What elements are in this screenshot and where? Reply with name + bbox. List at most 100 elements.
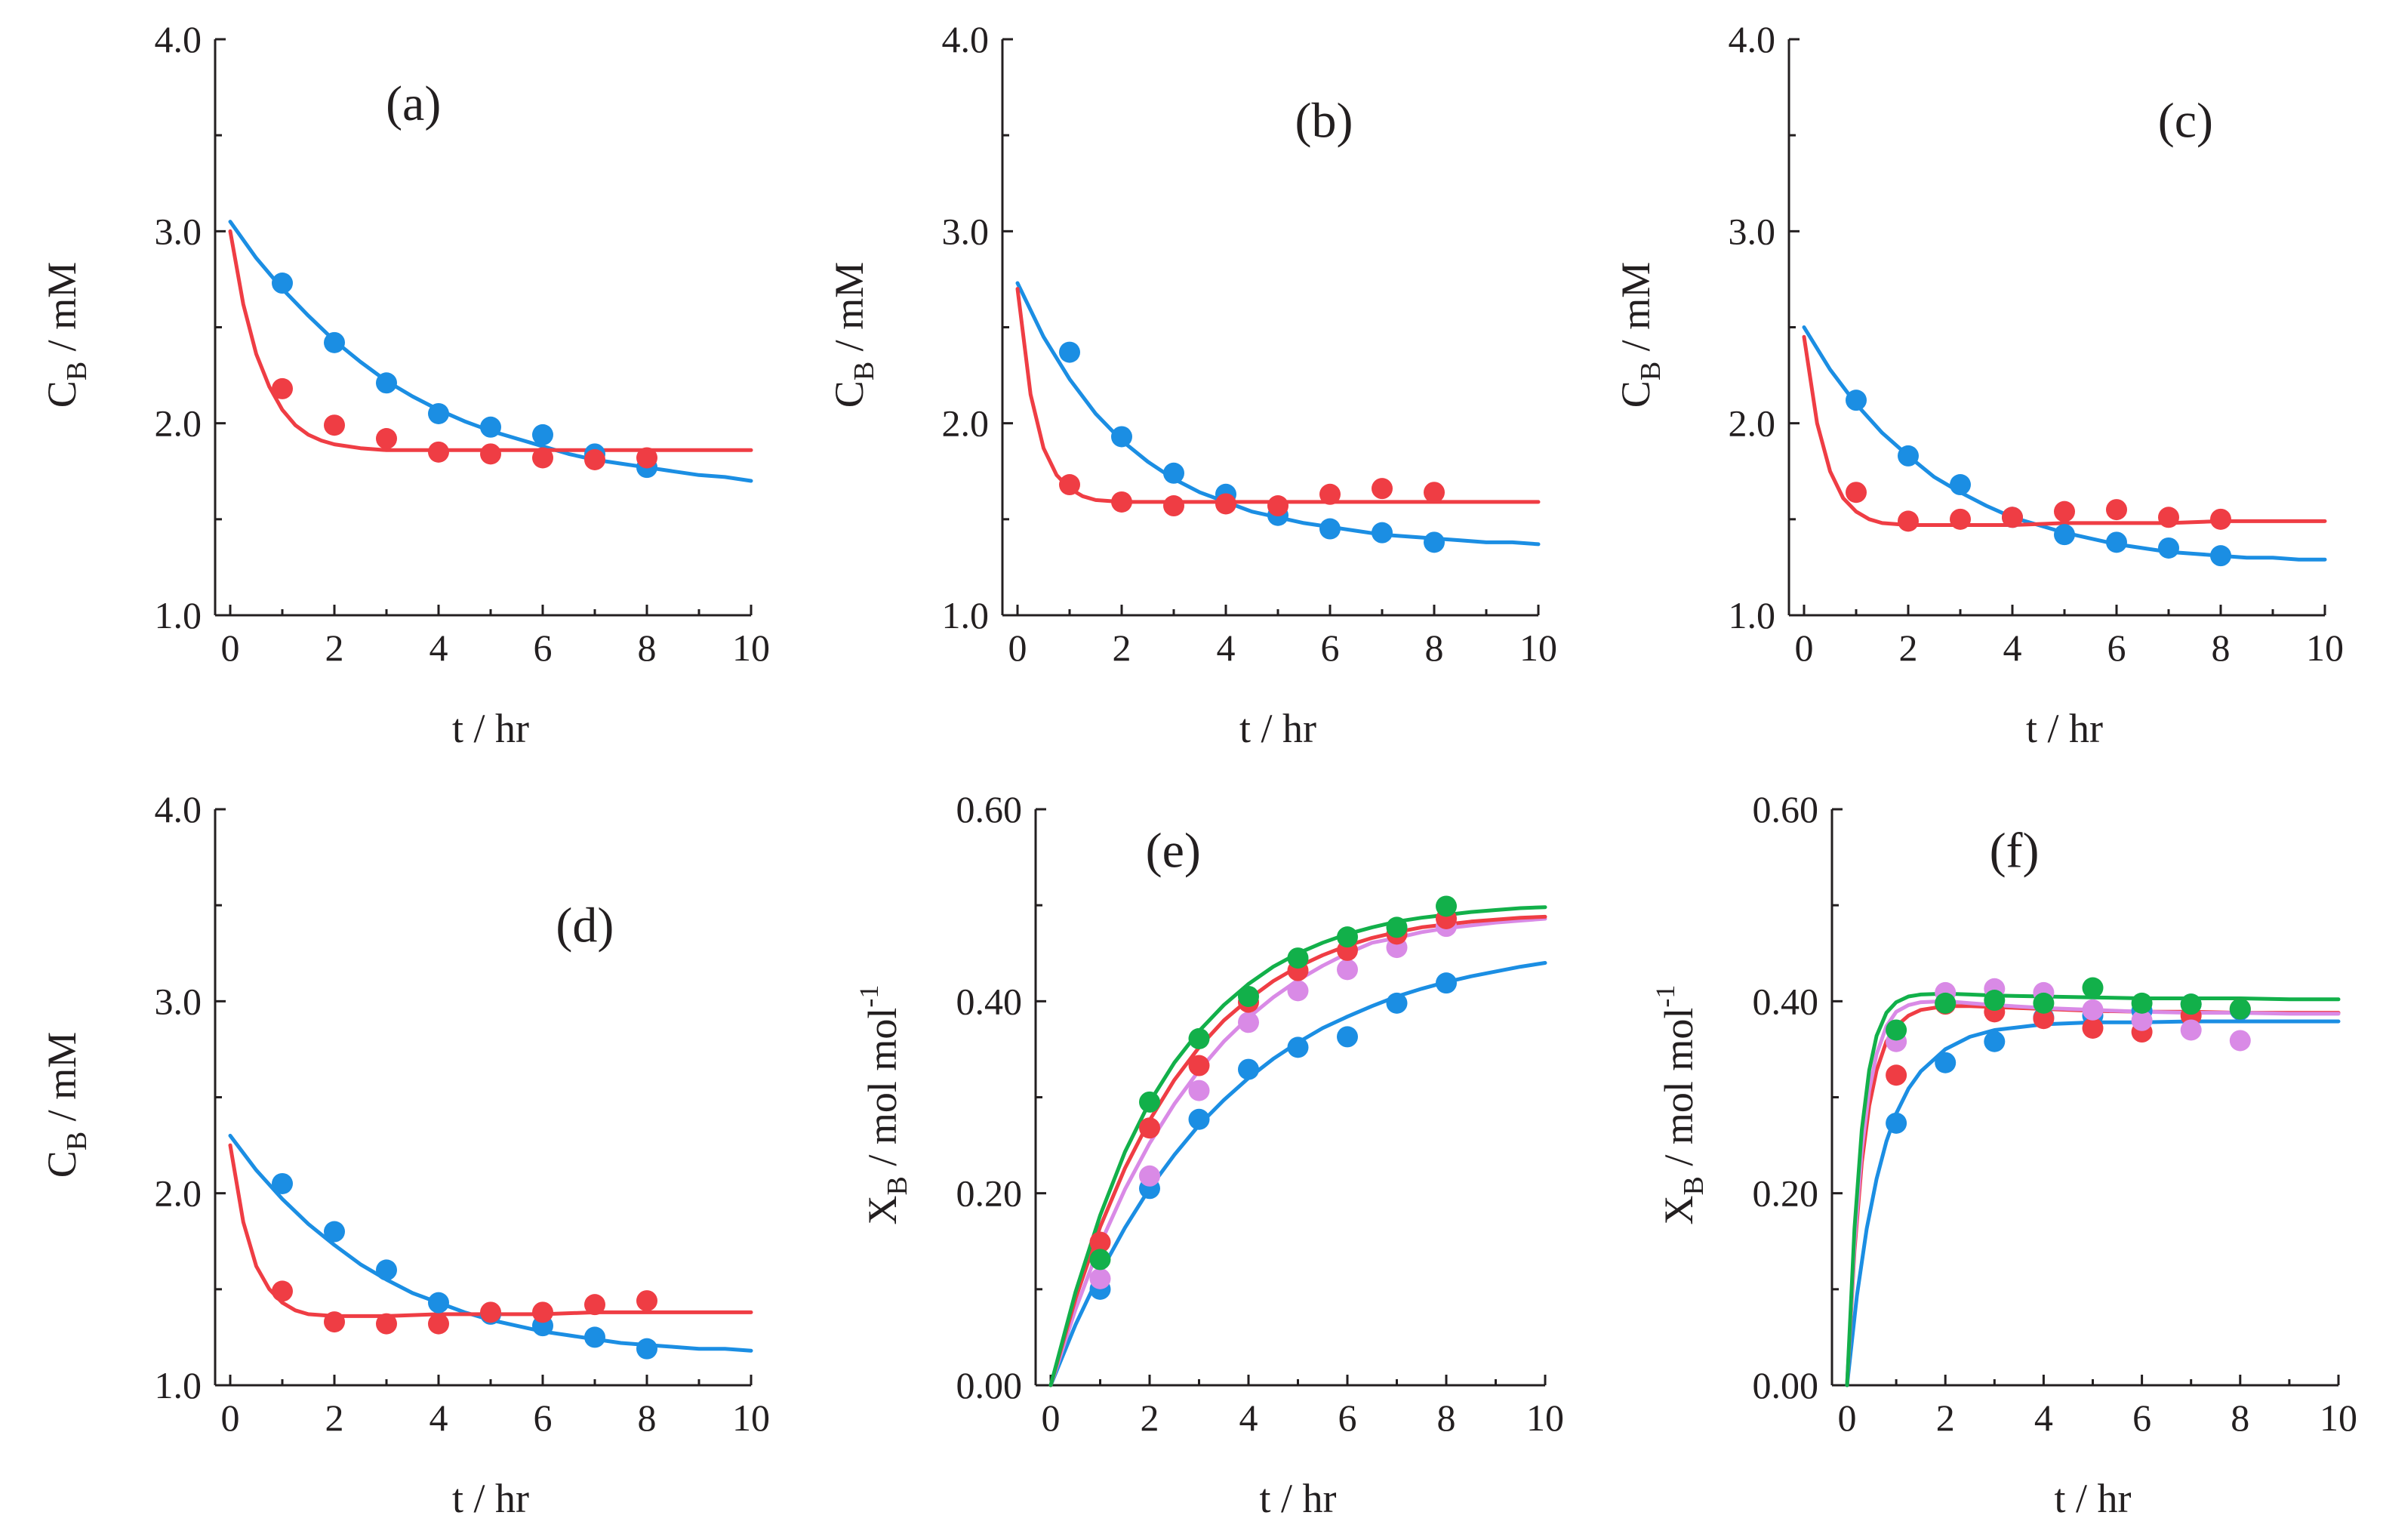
y-axis-label-subscript: B xyxy=(1678,1176,1710,1195)
data-point-red xyxy=(584,448,605,470)
data-point-red xyxy=(636,447,657,469)
data-point-blue xyxy=(376,1259,397,1281)
data-point-blue xyxy=(532,424,553,445)
y-tick-label: 2.0 xyxy=(155,402,202,445)
panel-label: (e) xyxy=(1146,823,1201,878)
data-point-red xyxy=(1846,482,1867,504)
panel-label: (b) xyxy=(1295,94,1353,149)
data-point-violet xyxy=(1337,959,1358,981)
data-point-red xyxy=(1267,495,1288,517)
y-tick-label: 0.40 xyxy=(1753,980,1819,1022)
data-point-red xyxy=(584,1294,605,1316)
y-axis-label: XB / mol mol-1 xyxy=(854,985,913,1225)
data-point-violet xyxy=(1089,1267,1111,1289)
data-point-green xyxy=(1139,1091,1160,1113)
data-point-blue xyxy=(428,1292,449,1314)
data-point-blue xyxy=(1898,445,1919,467)
data-point-blue xyxy=(1846,390,1867,411)
y-tick-label: 3.0 xyxy=(1729,210,1776,252)
y-tick-label: 3.0 xyxy=(942,210,990,252)
data-point-blue xyxy=(1059,341,1080,363)
x-tick-label: 6 xyxy=(2132,1397,2151,1439)
y-axis-label-unit: / mM xyxy=(1613,262,1658,362)
panel-a: 0 2 4 6 8 10 1.0 2.0 3.0 4.0 t / hr CB / mM (a) xyxy=(39,18,770,751)
y-axis-label-subscript: B xyxy=(848,362,880,380)
y-axis-label-unit: / mM xyxy=(39,1032,85,1132)
data-point-blue xyxy=(1372,522,1393,544)
y-axis-label-symbol: C xyxy=(827,380,872,408)
x-tick-label: 6 xyxy=(2107,627,2126,669)
data-point-green xyxy=(2180,993,2202,1015)
x-tick-label: 4 xyxy=(429,1397,448,1439)
x-tick-label: 10 xyxy=(732,1397,770,1439)
panel-label: (f) xyxy=(1990,823,2040,878)
y-axis-label: CB / mM xyxy=(827,262,880,408)
data-point-blue xyxy=(2210,545,2231,567)
data-point-blue xyxy=(1424,531,1445,553)
data-point-blue xyxy=(1386,992,1408,1014)
x-tick-label: 8 xyxy=(2212,627,2231,669)
y-axis-label-subscript: B xyxy=(61,1132,93,1150)
data-point-red xyxy=(1163,495,1184,517)
data-point-red xyxy=(1215,493,1236,515)
data-point-red xyxy=(1059,474,1080,496)
y-tick-label: 3.0 xyxy=(155,210,202,252)
fit-line-red xyxy=(228,1143,753,1318)
data-point-red xyxy=(2106,499,2127,521)
x-tick-label: 4 xyxy=(2003,627,2022,669)
data-point-green xyxy=(1436,895,1457,917)
data-point-blue xyxy=(1238,1058,1259,1080)
data-point-green xyxy=(1188,1027,1210,1049)
data-point-red xyxy=(324,1311,345,1333)
data-point-green xyxy=(1089,1249,1111,1270)
data-point-green xyxy=(1984,990,2006,1012)
data-point-blue xyxy=(1163,462,1184,484)
x-axis-label: t / hr xyxy=(2055,1476,2132,1521)
data-point-violet xyxy=(2131,1009,2153,1031)
data-point-violet xyxy=(2082,999,2104,1021)
data-point-green xyxy=(1886,1019,1907,1041)
data-point-violet xyxy=(2180,1019,2202,1041)
y-tick-label: 0.60 xyxy=(1753,788,1819,830)
data-point-blue xyxy=(1984,1030,2006,1052)
y-axis-label: XB / mol mol-1 xyxy=(1650,985,1710,1225)
data-point-red xyxy=(272,377,293,399)
x-tick-label: 2 xyxy=(325,1397,344,1439)
data-point-red xyxy=(376,428,397,450)
y-tick-label: 3.0 xyxy=(155,980,202,1022)
y-axis-label-unit: / mol mol xyxy=(860,1008,905,1177)
data-point-violet xyxy=(1139,1165,1160,1187)
fit-line-red xyxy=(1802,334,2327,527)
x-tick-label: 2 xyxy=(1113,627,1131,669)
x-tick-label: 2 xyxy=(1141,1397,1159,1439)
x-tick-label: 10 xyxy=(2320,1397,2357,1439)
x-tick-label: 8 xyxy=(2231,1397,2249,1439)
fit-line-red xyxy=(1845,1004,2341,1388)
data-point-blue xyxy=(376,372,397,394)
data-point-blue xyxy=(428,402,449,424)
x-tick-label: 6 xyxy=(1321,627,1340,669)
data-point-green xyxy=(2131,992,2153,1014)
x-tick-label: 4 xyxy=(2034,1397,2053,1439)
y-tick-label: 1.0 xyxy=(155,1364,202,1406)
data-point-blue xyxy=(1935,1052,1957,1073)
fit-line-green xyxy=(1845,991,2341,1388)
panel-c: 0 2 4 6 8 10 1.0 2.0 3.0 4.0 t / hr CB / mM (c) xyxy=(1613,18,2344,751)
y-tick-label: 4.0 xyxy=(155,18,202,60)
data-point-red xyxy=(532,1301,553,1323)
data-point-blue xyxy=(2158,537,2179,559)
data-point-red xyxy=(428,1313,449,1335)
y-axis-label-unit: / mol mol xyxy=(1656,1008,1701,1177)
data-point-green xyxy=(2229,998,2251,1020)
y-axis-label-unit: / mM xyxy=(39,262,85,362)
y-tick-label: 2.0 xyxy=(155,1172,202,1215)
panel-d: 0 2 4 6 8 10 1.0 2.0 3.0 4.0 t / hr CB / mM (d) xyxy=(39,788,770,1521)
data-point-blue xyxy=(636,1338,657,1360)
data-point-red xyxy=(480,1301,501,1323)
data-point-blue xyxy=(2054,524,2075,546)
panel-label: (a) xyxy=(386,76,441,131)
data-point-blue xyxy=(1319,518,1341,540)
data-point-blue xyxy=(272,273,293,294)
x-tick-label: 2 xyxy=(1936,1397,1955,1439)
y-tick-label: 0.20 xyxy=(1753,1172,1819,1215)
